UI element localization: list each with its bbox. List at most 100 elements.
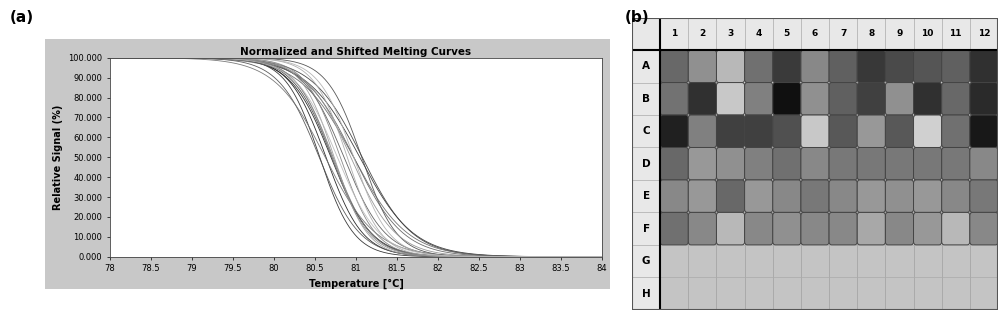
- Bar: [914, 245, 942, 277]
- FancyBboxPatch shape: [801, 147, 829, 180]
- Text: H: H: [642, 289, 650, 299]
- Bar: [660, 245, 688, 277]
- FancyBboxPatch shape: [885, 180, 914, 213]
- FancyBboxPatch shape: [857, 147, 885, 180]
- Bar: [914, 277, 942, 310]
- Bar: [745, 245, 773, 277]
- Text: 2: 2: [699, 30, 706, 39]
- FancyBboxPatch shape: [829, 115, 857, 147]
- FancyBboxPatch shape: [970, 180, 998, 213]
- FancyBboxPatch shape: [773, 82, 801, 115]
- FancyBboxPatch shape: [660, 147, 688, 180]
- FancyBboxPatch shape: [914, 50, 942, 82]
- FancyBboxPatch shape: [857, 180, 885, 213]
- Text: C: C: [642, 126, 650, 136]
- FancyBboxPatch shape: [942, 213, 970, 245]
- FancyBboxPatch shape: [688, 213, 716, 245]
- FancyBboxPatch shape: [660, 180, 688, 213]
- FancyBboxPatch shape: [942, 115, 970, 147]
- FancyBboxPatch shape: [942, 82, 970, 115]
- FancyBboxPatch shape: [885, 50, 914, 82]
- Bar: [829, 245, 857, 277]
- FancyBboxPatch shape: [970, 147, 998, 180]
- Text: 6: 6: [812, 30, 818, 39]
- Title: Normalized and Shifted Melting Curves: Normalized and Shifted Melting Curves: [240, 47, 472, 57]
- FancyBboxPatch shape: [885, 213, 914, 245]
- Text: E: E: [643, 191, 650, 201]
- FancyBboxPatch shape: [801, 115, 829, 147]
- Text: 10: 10: [921, 30, 934, 39]
- Text: 3: 3: [727, 30, 734, 39]
- Text: D: D: [642, 159, 650, 169]
- Bar: [745, 277, 773, 310]
- Bar: [660, 277, 688, 310]
- Bar: [829, 277, 857, 310]
- FancyBboxPatch shape: [857, 213, 885, 245]
- FancyBboxPatch shape: [885, 115, 914, 147]
- Text: 7: 7: [840, 30, 846, 39]
- Text: 8: 8: [868, 30, 874, 39]
- FancyBboxPatch shape: [688, 147, 716, 180]
- Bar: [773, 277, 801, 310]
- FancyBboxPatch shape: [801, 180, 829, 213]
- Text: 5: 5: [784, 30, 790, 39]
- Bar: [942, 245, 970, 277]
- Text: (a): (a): [10, 10, 34, 25]
- Bar: [773, 245, 801, 277]
- FancyBboxPatch shape: [716, 213, 745, 245]
- FancyBboxPatch shape: [773, 115, 801, 147]
- FancyBboxPatch shape: [745, 50, 773, 82]
- FancyBboxPatch shape: [914, 147, 942, 180]
- Text: F: F: [643, 224, 650, 234]
- FancyBboxPatch shape: [688, 180, 716, 213]
- Bar: [716, 245, 745, 277]
- FancyBboxPatch shape: [942, 180, 970, 213]
- X-axis label: Temperature [°C]: Temperature [°C]: [309, 279, 403, 289]
- FancyBboxPatch shape: [829, 50, 857, 82]
- FancyBboxPatch shape: [773, 180, 801, 213]
- Bar: [970, 277, 998, 310]
- FancyBboxPatch shape: [857, 50, 885, 82]
- FancyBboxPatch shape: [745, 180, 773, 213]
- FancyBboxPatch shape: [716, 50, 745, 82]
- FancyBboxPatch shape: [773, 147, 801, 180]
- Bar: [970, 245, 998, 277]
- FancyBboxPatch shape: [970, 82, 998, 115]
- FancyBboxPatch shape: [716, 82, 745, 115]
- FancyBboxPatch shape: [716, 115, 745, 147]
- FancyBboxPatch shape: [942, 50, 970, 82]
- FancyBboxPatch shape: [660, 213, 688, 245]
- Y-axis label: Relative Signal (%): Relative Signal (%): [53, 105, 63, 210]
- Bar: [716, 277, 745, 310]
- FancyBboxPatch shape: [660, 50, 688, 82]
- FancyBboxPatch shape: [801, 82, 829, 115]
- Text: 4: 4: [756, 30, 762, 39]
- FancyBboxPatch shape: [914, 180, 942, 213]
- Text: (b): (b): [625, 10, 650, 25]
- FancyBboxPatch shape: [801, 213, 829, 245]
- FancyBboxPatch shape: [773, 213, 801, 245]
- Bar: [857, 277, 885, 310]
- FancyBboxPatch shape: [745, 82, 773, 115]
- Text: G: G: [642, 256, 650, 266]
- FancyBboxPatch shape: [885, 147, 914, 180]
- FancyBboxPatch shape: [885, 82, 914, 115]
- FancyBboxPatch shape: [970, 50, 998, 82]
- FancyBboxPatch shape: [829, 147, 857, 180]
- Bar: [885, 245, 914, 277]
- Text: 1: 1: [671, 30, 677, 39]
- Text: B: B: [642, 94, 650, 104]
- Bar: [688, 277, 716, 310]
- FancyBboxPatch shape: [716, 147, 745, 180]
- Text: 11: 11: [950, 30, 962, 39]
- Bar: [632, 50, 660, 310]
- Bar: [632, 18, 998, 50]
- Bar: [857, 245, 885, 277]
- Text: A: A: [642, 61, 650, 71]
- FancyBboxPatch shape: [745, 147, 773, 180]
- Bar: [942, 277, 970, 310]
- Bar: [801, 245, 829, 277]
- FancyBboxPatch shape: [688, 50, 716, 82]
- FancyBboxPatch shape: [857, 115, 885, 147]
- FancyBboxPatch shape: [942, 147, 970, 180]
